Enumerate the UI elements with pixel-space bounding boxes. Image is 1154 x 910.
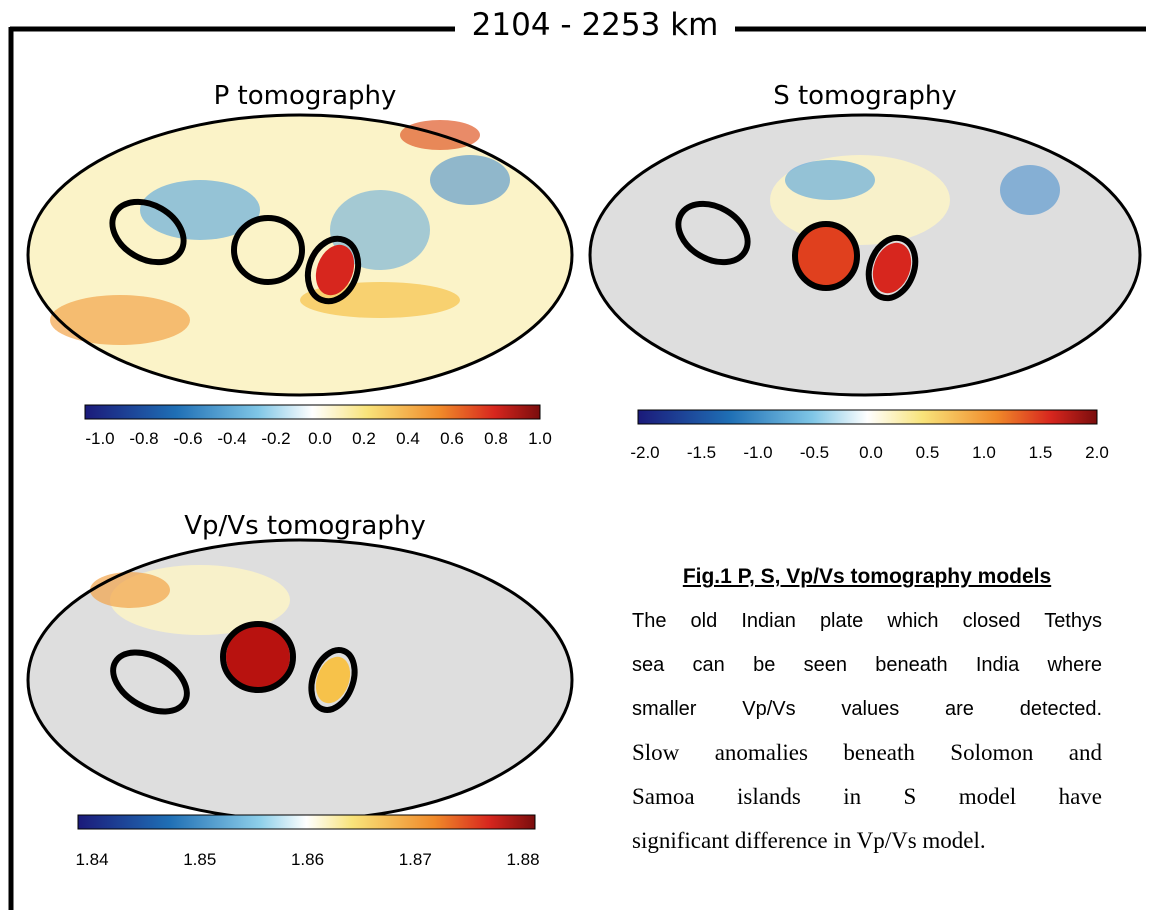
colorbar [78, 815, 535, 829]
colorbar-tick-label: 1.84 [75, 850, 108, 869]
anomaly [50, 295, 190, 345]
anomaly [90, 572, 170, 608]
colorbar-tick-label: 0.0 [308, 429, 332, 448]
colorbar-tick-label: 0.2 [352, 429, 376, 448]
colorbar-tick-label: -0.8 [129, 429, 158, 448]
colorbar-tick-label: 1.5 [1029, 443, 1053, 462]
caption-line: Slow anomalies beneath Solomon and [632, 731, 1102, 775]
panel-title: Vp/Vs tomography [184, 511, 425, 541]
colorbar [638, 410, 1097, 424]
anomaly [785, 160, 875, 200]
colorbar-tick-label: 0.5 [916, 443, 940, 462]
colorbar-tick-label: -0.5 [800, 443, 829, 462]
colorbar-tick-label: 0.4 [396, 429, 420, 448]
panel-title: S tomography [773, 81, 957, 111]
caption-body: The old Indian plate which closed Tethys… [632, 599, 1102, 863]
caption-title: Fig.1 P, S, Vp/Vs tomography models [632, 565, 1102, 589]
page: Tomography figure {"header": {"title": "… [0, 0, 1154, 910]
figure-title: 2104 - 2253 km [472, 7, 719, 43]
colorbar-tick-label: 1.0 [528, 429, 552, 448]
anomaly [430, 155, 510, 205]
colorbar-tick-label: -1.0 [743, 443, 772, 462]
colorbar-tick-label: 0.6 [440, 429, 464, 448]
anomaly [1000, 165, 1060, 215]
caption-line: sea can be seen beneath India where [632, 643, 1102, 687]
colorbar-tick-label: 1.86 [291, 850, 324, 869]
colorbar-tick-label: 1.85 [183, 850, 216, 869]
caption-line: smaller Vp/Vs values are detected. [632, 687, 1102, 731]
colorbar-tick-label: 0.0 [859, 443, 883, 462]
colorbar-tick-label: -2.0 [630, 443, 659, 462]
caption-line: Samoa islands in S model have [632, 775, 1102, 819]
map-s [590, 115, 1140, 395]
colorbar-tick-label: 1.88 [506, 850, 539, 869]
colorbar-tick-label: 1.0 [972, 443, 996, 462]
colorbar-tick-label: 2.0 [1085, 443, 1109, 462]
map-p [28, 115, 572, 395]
colorbar [85, 405, 540, 419]
colorbar-tick-label: 1.87 [399, 850, 432, 869]
caption: Fig.1 P, S, Vp/Vs tomography models The … [632, 565, 1102, 863]
colorbar-tick-label: -0.2 [261, 429, 290, 448]
map-vpvs [28, 540, 572, 820]
colorbar-tick-label: 0.8 [484, 429, 508, 448]
colorbar-tick-label: -0.4 [217, 429, 246, 448]
body: 2104 - 2253 km P tomography S tomography… [0, 0, 1154, 910]
colorbar-tick-label: -1.0 [85, 429, 114, 448]
colorbar-tick-label: -0.6 [173, 429, 202, 448]
caption-line: The old Indian plate which closed Tethys [632, 599, 1102, 643]
panel-title: P tomography [214, 81, 397, 111]
caption-line: significant difference in Vp/Vs model. [632, 819, 1102, 863]
colorbar-tick-label: -1.5 [687, 443, 716, 462]
